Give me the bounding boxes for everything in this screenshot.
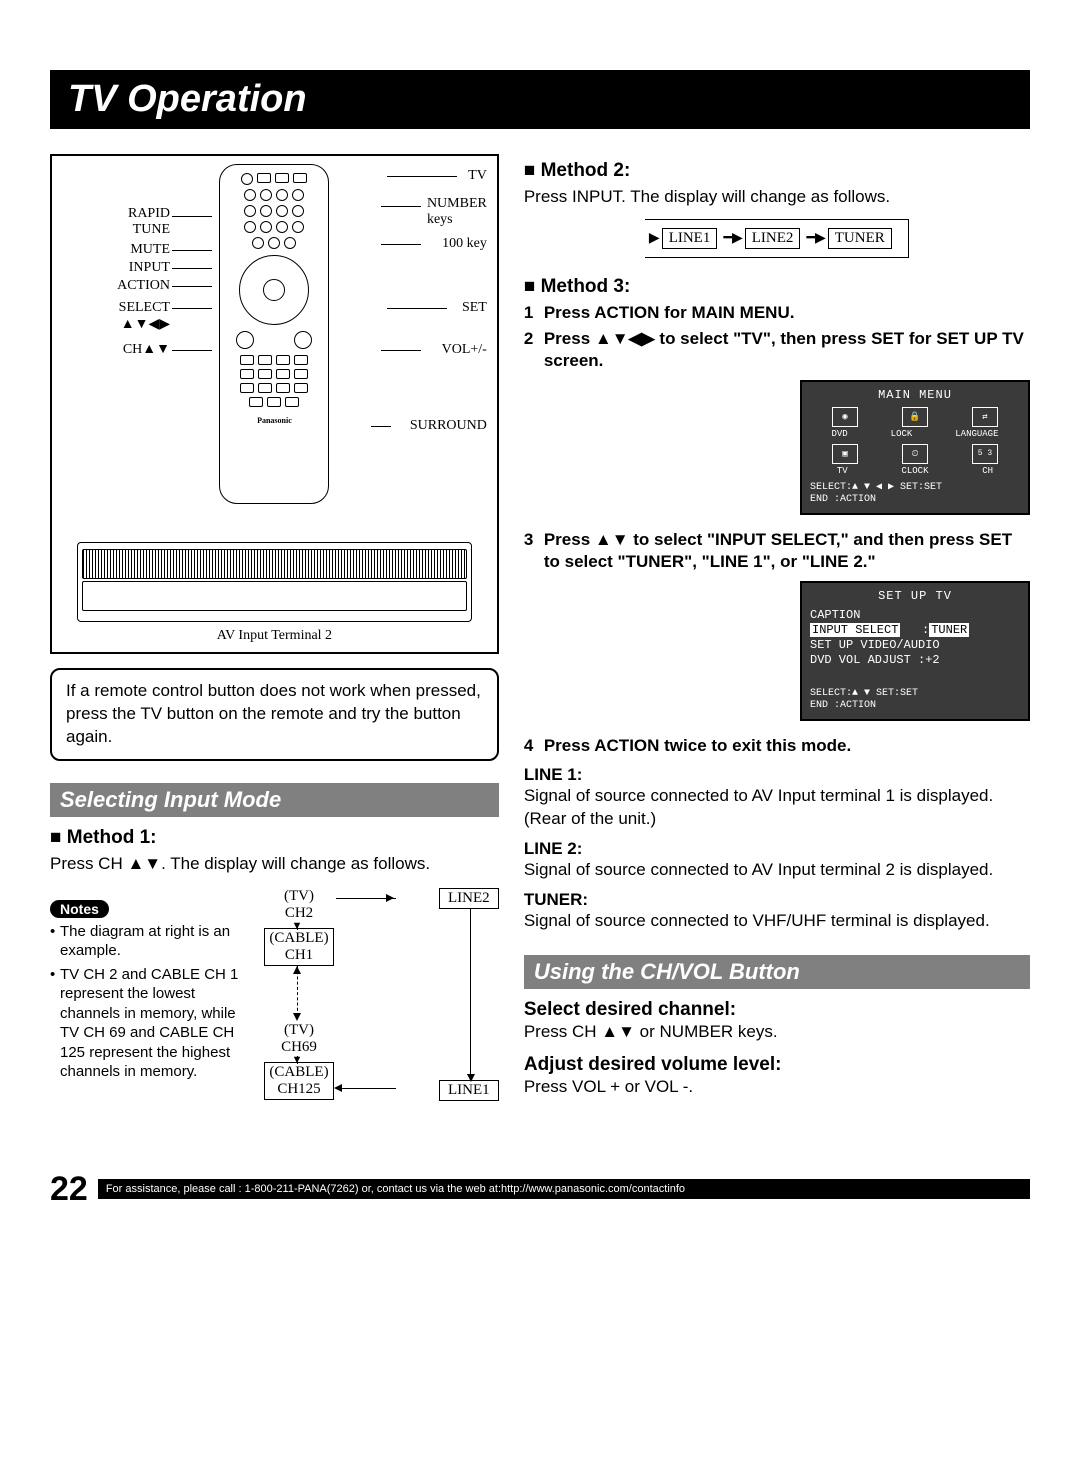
label-input: INPUT xyxy=(60,260,170,276)
label-action: ACTION xyxy=(60,278,170,294)
remote-diagram: RAPID TUNE MUTE INPUT ACTION SELECT ▲▼◀▶… xyxy=(50,154,499,654)
section-using-chvol: Using the CH/VOL Button xyxy=(524,955,1030,989)
content-columns: RAPID TUNE MUTE INPUT ACTION SELECT ▲▼◀▶… xyxy=(50,154,1030,1148)
osd-main-menu: MAIN MENU ◉🔒⇄ DVDLOCKLANGUAGE ▣⏲5 3 TVCL… xyxy=(800,380,1030,515)
select-channel-head: Select desired channel: xyxy=(524,999,1030,1021)
av-terminal-label: AV Input Terminal 2 xyxy=(52,628,497,644)
osd-setup-tv: SET UP TV CAPTION INPUT SELECT :TUNER SE… xyxy=(800,581,1030,721)
label-100: 100 key xyxy=(442,236,487,252)
label-rapid-tune: RAPID TUNE xyxy=(60,206,170,238)
label-number: NUMBERkeys xyxy=(427,196,487,228)
page-number: 22 xyxy=(50,1170,88,1209)
notes-column: Notes The diagram at right is an example… xyxy=(50,888,250,1148)
method1-head: Method 1: xyxy=(50,827,499,849)
method3-step1: 1Press ACTION for MAIN MENU. xyxy=(524,302,1030,324)
section-selecting-input: Selecting Input Mode xyxy=(50,783,499,817)
method1-text: Press CH ▲▼. The display will change as … xyxy=(50,853,499,876)
method2-head: Method 2: xyxy=(524,160,1030,182)
label-tv: TV xyxy=(468,168,487,184)
tuner-text: Signal of source connected to VHF/UHF te… xyxy=(524,910,1030,933)
adjust-volume-text: Press VOL + or VOL -. xyxy=(524,1076,1030,1099)
method2-text: Press INPUT. The display will change as … xyxy=(524,186,1030,209)
page-title: TV Operation xyxy=(50,70,1030,129)
right-column: Method 2: Press INPUT. The display will … xyxy=(524,154,1030,1148)
remote-body: Panasonic xyxy=(219,164,329,504)
method3-step3: 3Press ▲▼ to select "INPUT SELECT," and … xyxy=(524,529,1030,573)
note-1: The diagram at right is an example. xyxy=(50,922,250,961)
label-set: SET xyxy=(462,300,487,316)
line1-label: LINE 1: xyxy=(524,765,1030,785)
method3-step4: 4Press ACTION twice to exit this mode. xyxy=(524,735,1030,757)
line2-label: LINE 2: xyxy=(524,839,1030,859)
method3-head: Method 3: xyxy=(524,276,1030,298)
note-2: TV CH 2 and CABLE CH 1 represent the low… xyxy=(50,965,250,1082)
tuner-label: TUNER: xyxy=(524,890,1030,910)
channel-flow-diagram: (TV)CH2 (CABLE)CH1 (TV)CH69 (CABLE)CH125… xyxy=(264,888,499,1148)
label-surround: SURROUND xyxy=(410,418,487,434)
label-select: SELECT xyxy=(60,300,170,316)
line2-text: Signal of source connected to AV Input t… xyxy=(524,859,1030,882)
label-ch: CH▲▼ xyxy=(60,342,170,358)
label-dpad: ▲▼◀▶ xyxy=(60,316,170,333)
remote-tip: If a remote control button does not work… xyxy=(50,668,499,761)
line1-text: Signal of source connected to AV Input t… xyxy=(524,785,1030,831)
input-flow: ▶LINE1 ━▶LINE2 ━▶TUNER xyxy=(524,219,1030,258)
left-column: RAPID TUNE MUTE INPUT ACTION SELECT ▲▼◀▶… xyxy=(50,154,499,1148)
adjust-volume-head: Adjust desired volume level: xyxy=(524,1054,1030,1076)
notes-tag: Notes xyxy=(50,900,109,918)
select-channel-text: Press CH ▲▼ or NUMBER keys. xyxy=(524,1021,1030,1044)
device-diagram xyxy=(77,542,472,622)
footer-bar: For assistance, please call : 1-800-211-… xyxy=(98,1179,1030,1199)
method3-step2: 2Press ▲▼◀▶ to select "TV", then press S… xyxy=(524,328,1030,372)
label-vol: VOL+/- xyxy=(442,342,487,358)
label-mute: MUTE xyxy=(60,242,170,258)
page-footer: 22 For assistance, please call : 1-800-2… xyxy=(50,1170,1030,1209)
